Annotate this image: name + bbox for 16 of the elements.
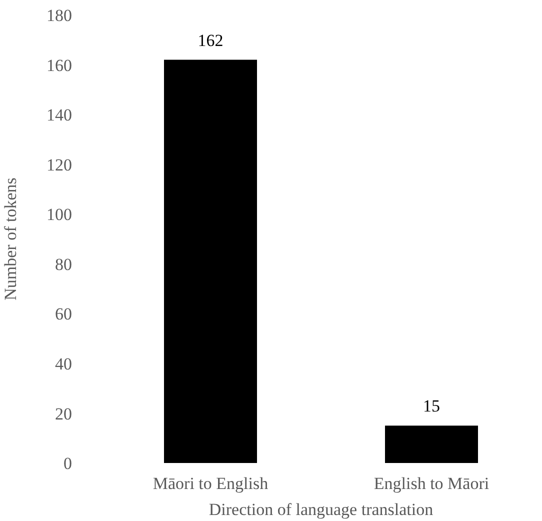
x-tick-label: Māori to English xyxy=(152,474,269,494)
y-tick-label: 120 xyxy=(46,155,72,174)
y-tick-label: 0 xyxy=(64,454,72,474)
y-tick-label: 20 xyxy=(55,404,72,424)
x-tick-label: English to Māori xyxy=(374,474,490,494)
y-tick-label: 140 xyxy=(46,106,72,125)
y-tick-label: 60 xyxy=(55,304,72,324)
data-label: 15 xyxy=(423,396,440,416)
y-tick-label: 180 xyxy=(46,6,72,26)
data-label: 162 xyxy=(198,30,224,50)
y-tick-label: 160 xyxy=(46,56,72,75)
x-axis-title: Direction of language translation xyxy=(208,500,434,519)
y-tick-label: 80 xyxy=(55,254,72,274)
y-tick-label: 40 xyxy=(55,354,72,374)
y-tick-label: 100 xyxy=(46,205,72,224)
y-axis-title: Number of tokens xyxy=(1,178,20,300)
